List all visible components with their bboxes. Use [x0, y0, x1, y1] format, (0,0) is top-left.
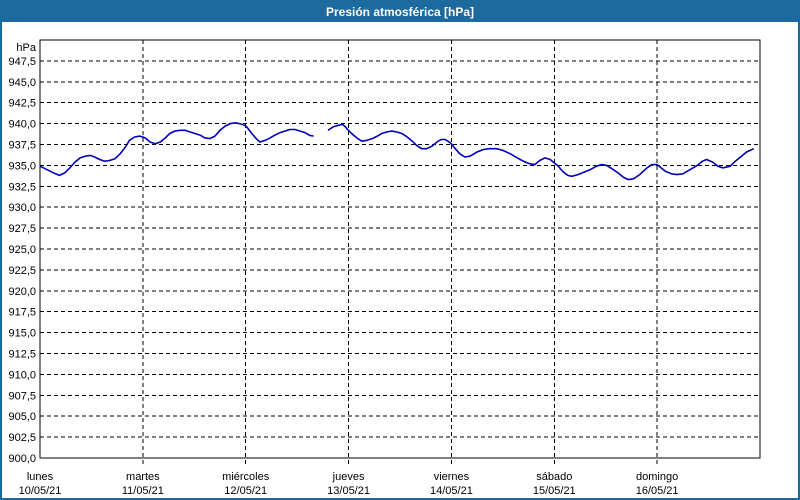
- x-day-label: viernes: [434, 471, 470, 483]
- x-date-label: 10/05/21: [19, 485, 62, 497]
- y-tick-label: 912,5: [8, 349, 36, 361]
- y-tick-label: 905,0: [8, 411, 36, 423]
- y-tick-label: 917,5: [8, 307, 36, 319]
- x-day-label: sábado: [536, 471, 572, 483]
- y-tick-label: 937,5: [8, 140, 36, 152]
- y-tick-label: 947,5: [8, 56, 36, 68]
- y-tick-label: 900,0: [8, 453, 36, 465]
- x-day-label: lunes: [27, 471, 54, 483]
- y-tick-label: 907,5: [8, 390, 36, 402]
- x-date-label: 16/05/21: [636, 485, 679, 497]
- pressure-line: [39, 122, 755, 181]
- x-day-label: jueves: [332, 471, 365, 483]
- y-axis-unit-label: hPa: [16, 42, 36, 54]
- x-date-label: 14/05/21: [430, 485, 473, 497]
- y-tick-label: 932,5: [8, 181, 36, 193]
- x-date-label: 15/05/21: [533, 485, 576, 497]
- y-tick-label: 942,5: [8, 98, 36, 110]
- x-date-label: 11/05/21: [122, 485, 164, 497]
- x-day-label: miércoles: [222, 471, 270, 483]
- x-day-label: domingo: [636, 471, 678, 483]
- y-tick-label: 925,0: [8, 244, 36, 256]
- y-tick-label: 940,0: [8, 119, 36, 131]
- y-tick-label: 920,0: [8, 286, 36, 298]
- x-date-label: 12/05/21: [224, 485, 267, 497]
- y-tick-label: 910,0: [8, 369, 36, 381]
- pressure-chart: 947,5 945,0 942,5 940,0 937,5 935,0 932,5 930,0…: [8, 39, 761, 497]
- window-title: Presión atmosférica [hPa]: [325, 5, 475, 19]
- y-tick-label: 922,5: [8, 265, 36, 277]
- y-tick-label: 927,5: [8, 223, 36, 235]
- title-bar: Presión atmosférica [hPa]: [2, 2, 798, 22]
- y-tick-label: 915,0: [8, 328, 36, 340]
- chart-area: 947,5 945,0 942,5 940,0 937,5 935,0 932,5 930,0…: [2, 22, 798, 498]
- y-tick-label: 935,0: [8, 160, 36, 172]
- x-day-label: martes: [126, 471, 160, 483]
- y-tick-label: 930,0: [8, 202, 36, 214]
- y-tick-label: 902,5: [8, 432, 36, 444]
- x-date-label: 13/05/21: [327, 485, 370, 497]
- y-tick-label: 945,0: [8, 77, 36, 89]
